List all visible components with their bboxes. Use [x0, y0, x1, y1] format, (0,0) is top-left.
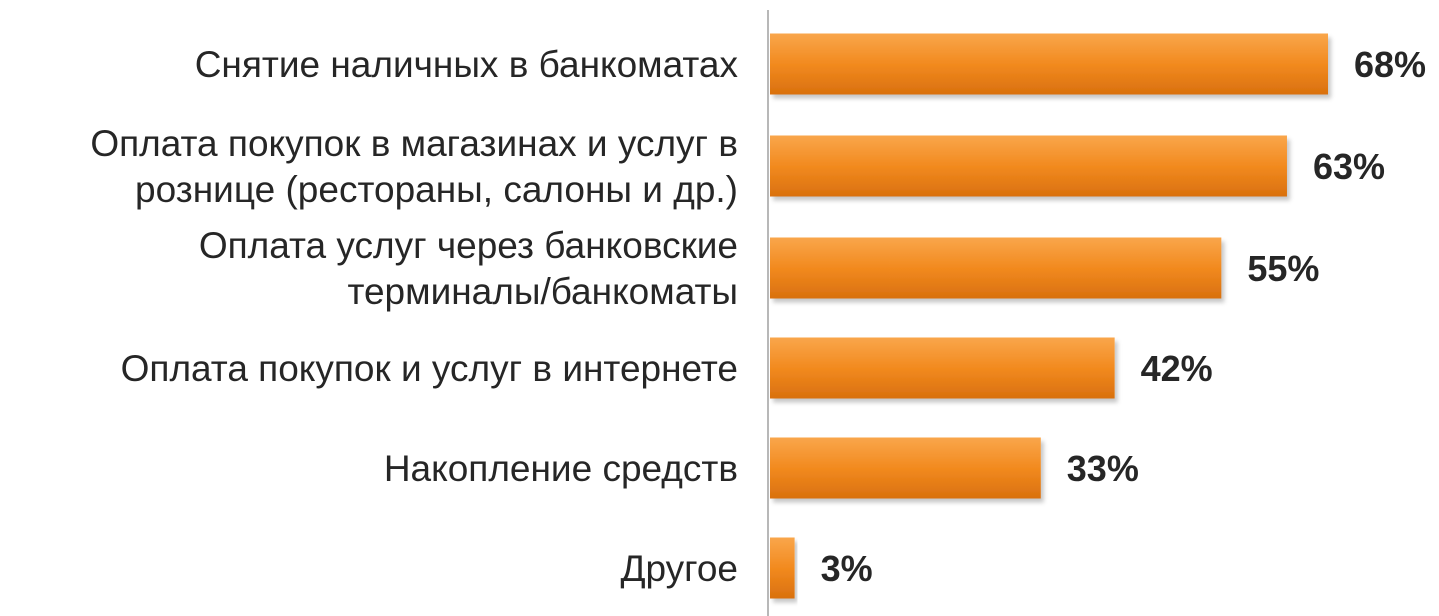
bar — [770, 135, 1287, 197]
value-label: 55% — [1247, 248, 1319, 289]
category-label: Оплата покупок в магазинах и услуг в — [90, 123, 738, 164]
bar — [770, 337, 1115, 399]
value-label: 68% — [1354, 44, 1426, 85]
value-label: 42% — [1141, 348, 1213, 389]
category-label: Другое — [620, 548, 738, 589]
category-labels-group: Снятие наличных в банкоматах Оплата покуп… — [90, 44, 738, 589]
value-label: 3% — [821, 548, 873, 589]
category-label: Накопление средств — [384, 448, 738, 489]
bars-group — [770, 33, 1328, 599]
bar — [770, 33, 1328, 95]
bar — [770, 237, 1222, 299]
bar — [770, 537, 795, 599]
value-label: 63% — [1313, 146, 1385, 187]
category-label: рознице (рестораны, салоны и др.) — [135, 169, 738, 210]
bar — [770, 437, 1041, 499]
category-label: Снятие наличных в банкоматах — [195, 44, 739, 85]
category-label: Оплата услуг через банковские — [199, 225, 738, 266]
category-label: терминалы/банкоматы — [347, 271, 738, 312]
category-label: Оплата покупок и услуг в интернете — [121, 348, 738, 389]
value-label: 33% — [1067, 448, 1139, 489]
value-labels-group: 68% 63% 55% 42% 33% 3% — [821, 44, 1426, 589]
